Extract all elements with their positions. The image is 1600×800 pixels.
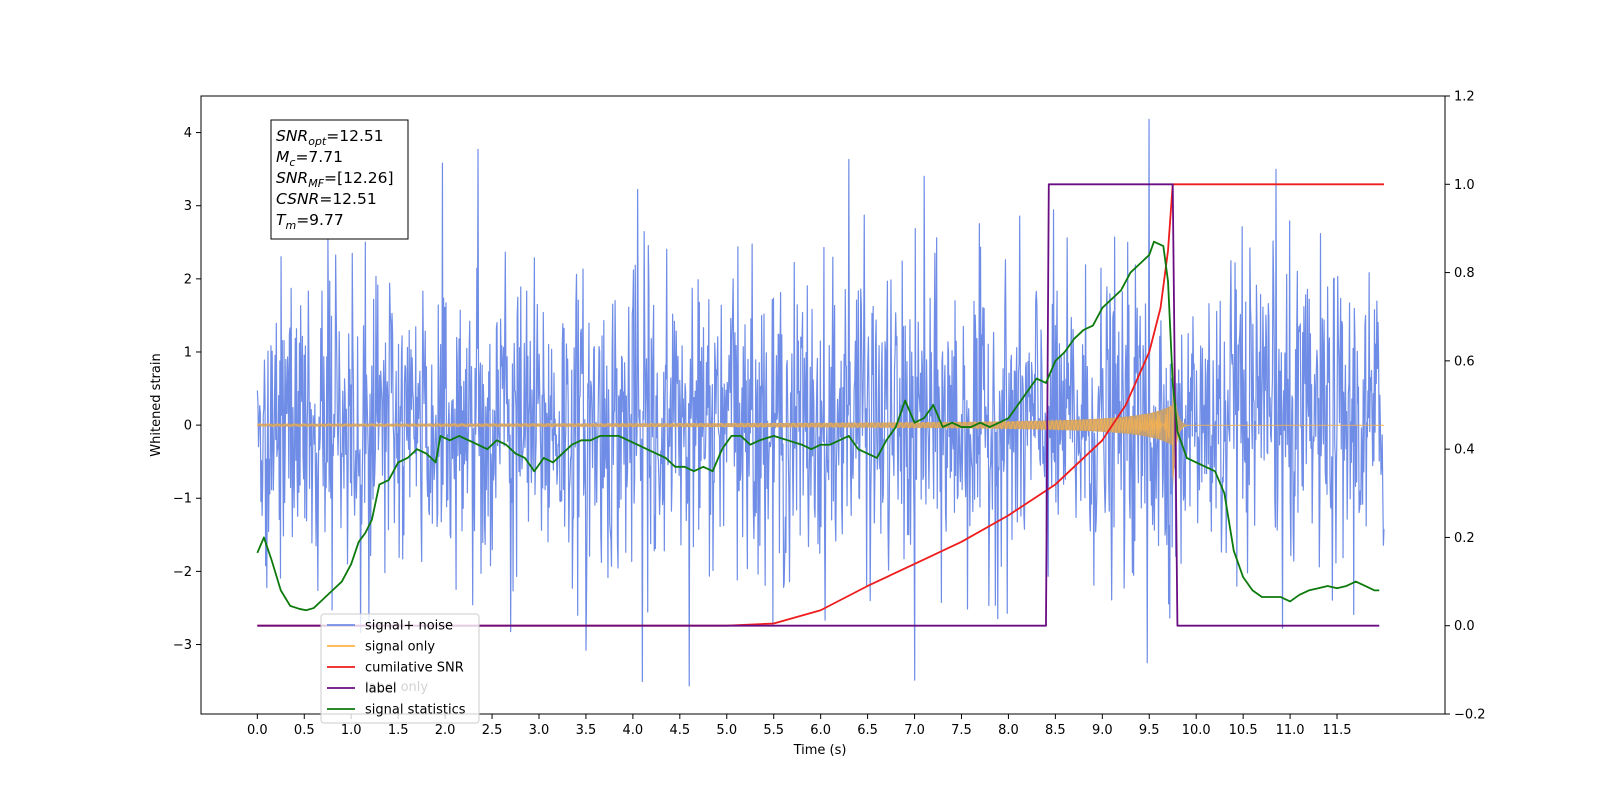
y-right-tick-label: −0.2: [1454, 708, 1486, 723]
y-left-tick-label: −1: [173, 492, 192, 507]
y-left-tick-label: 4: [184, 126, 192, 141]
x-tick-label: 4.0: [623, 723, 644, 738]
legend-label: signal statistics: [365, 703, 466, 718]
signal-noise-series: [256, 118, 1385, 687]
x-tick-label: 6.5: [857, 723, 878, 738]
x-tick-label: 9.0: [1092, 723, 1113, 738]
signal-only-series: [256, 361, 1384, 490]
y-left-tick-label: −3: [173, 638, 192, 653]
y-right-tick-label: 0.6: [1454, 354, 1475, 369]
y-left-tick-label: 0: [184, 419, 192, 434]
y-left-tick-label: 3: [184, 199, 192, 214]
y-left-axis-ticks: −3 −2 −1 0 1 2 3 4: [173, 126, 201, 653]
info-line: Mc=7.71: [276, 148, 343, 169]
x-tick-label: 8.5: [1045, 723, 1066, 738]
legend-label: signal+ noise: [365, 619, 453, 634]
x-tick-label: 2.5: [482, 723, 503, 738]
right-axis-series: [256, 183, 1384, 627]
info-line: SNRMF=[12.26]: [276, 169, 394, 190]
legend: label only signal+ noise signal only cumila…: [320, 613, 480, 724]
x-tick-label: 4.5: [669, 723, 690, 738]
x-tick-label: 0.5: [294, 723, 315, 738]
x-tick-label: 6.0: [810, 723, 831, 738]
plot-area: [256, 118, 1385, 687]
x-tick-label: 8.0: [998, 723, 1019, 738]
x-tick-label: 11.0: [1276, 723, 1305, 738]
info-box: SNRopt=12.51Mc=7.71SNRMF=[12.26]CSNR=12.…: [270, 119, 409, 240]
x-tick-label: 1.5: [388, 723, 409, 738]
y-left-tick-label: 1: [184, 345, 192, 360]
y-right-tick-label: 1.0: [1454, 178, 1475, 193]
signal-only-envelope: [257, 361, 1384, 490]
x-tick-label: 11.5: [1323, 723, 1352, 738]
x-tick-label: 5.5: [763, 723, 784, 738]
y-right-tick-label: 1.2: [1454, 90, 1475, 105]
x-tick-label: 3.5: [576, 723, 597, 738]
x-tick-label: 5.0: [716, 723, 737, 738]
legend-hidden-text: label only: [365, 680, 428, 695]
y-left-tick-label: −2: [173, 565, 192, 580]
x-tick-label: 0.0: [247, 723, 268, 738]
x-tick-label: 3.0: [529, 723, 550, 738]
x-axis-ticks: 0.0 0.5 1.0 1.5 2.0 2.5 3.0 3.5 4.0 4.5 5.0 5.5 6.0 6…: [247, 714, 1352, 738]
y-left-tick-label: 2: [184, 272, 192, 287]
x-tick-label: 7.0: [904, 723, 925, 738]
y-right-tick-label: 0.8: [1454, 266, 1475, 281]
x-tick-label: 10.5: [1229, 723, 1258, 738]
label-line: [257, 183, 1380, 627]
x-tick-label: 2.0: [435, 723, 456, 738]
signal-statistics-line: [256, 240, 1380, 612]
cumulative-snr-line: [257, 183, 1384, 627]
signal-noise-line: [256, 118, 1385, 687]
x-tick-label: 7.5: [951, 723, 972, 738]
y-right-tick-label: 0.4: [1454, 443, 1475, 458]
x-tick-label: 9.5: [1139, 723, 1160, 738]
y-right-tick-label: 0.0: [1454, 619, 1475, 634]
info-line: SNRopt=12.51: [276, 127, 384, 148]
y-right-axis-ticks: −0.2 0.0 0.2 0.4 0.6 0.8 1.0 1.2: [1445, 90, 1486, 723]
signal-only-line: [256, 404, 1384, 478]
x-tick-label: 10.0: [1182, 723, 1211, 738]
legend-label: label: [365, 682, 396, 697]
x-axis-label: Time (s): [793, 743, 847, 758]
info-line: Tm=9.77: [276, 211, 344, 232]
legend-frame: [320, 613, 480, 724]
y-axis-label: Whitened strain: [149, 353, 164, 456]
y-right-tick-label: 0.2: [1454, 531, 1475, 546]
legend-label: cumilative SNR: [365, 661, 464, 676]
plot-frame: [200, 95, 1446, 715]
x-tick-label: 1.0: [341, 723, 362, 738]
legend-label: signal only: [365, 640, 435, 655]
info-line: CSNR=12.51: [276, 190, 377, 208]
info-box-frame: [270, 119, 409, 240]
